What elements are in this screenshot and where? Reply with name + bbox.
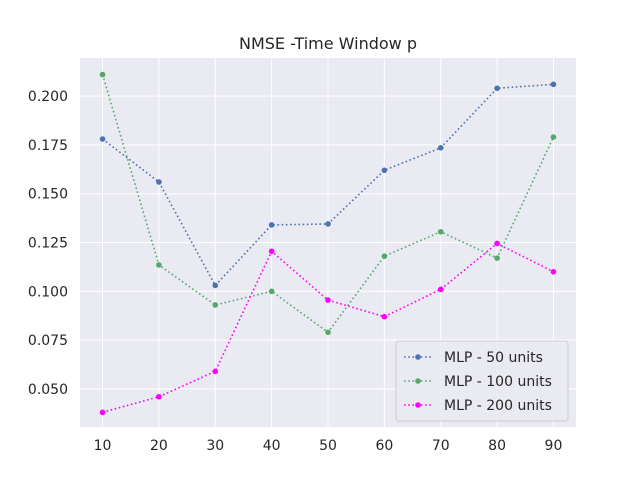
data-point: [156, 179, 162, 185]
legend-marker: [415, 402, 421, 408]
x-tick-label: 70: [432, 438, 450, 454]
y-tick-label: 0.100: [28, 284, 68, 300]
x-tick-label: 60: [375, 438, 393, 454]
x-tick-label: 40: [263, 438, 281, 454]
data-point: [99, 136, 106, 142]
data-point: [550, 268, 557, 275]
data-point: [381, 313, 388, 320]
data-point: [494, 255, 500, 261]
data-point: [99, 71, 106, 78]
y-tick-label: 0.050: [28, 382, 68, 398]
data-point: [156, 262, 162, 268]
data-point: [494, 240, 500, 247]
series-1: [99, 81, 557, 289]
series-2: [99, 71, 557, 336]
data-point: [550, 81, 557, 88]
data-point: [99, 409, 106, 416]
legend-box: [395, 340, 569, 422]
y-tick-label: 0.175: [28, 138, 68, 154]
series-3: [99, 240, 557, 416]
y-tick-label: 0.125: [28, 236, 68, 252]
series-group: [99, 71, 557, 416]
x-tick-label: 80: [488, 438, 506, 454]
plot-area: [80, 58, 576, 427]
data-point: [437, 228, 444, 235]
data-point: [212, 282, 219, 289]
data-point: [325, 329, 331, 336]
data-point: [212, 302, 219, 308]
legend-label: MLP - 200 units: [444, 398, 552, 414]
y-tick-label: 0.075: [28, 333, 68, 349]
x-tick-label: 10: [94, 438, 112, 454]
data-point: [381, 167, 388, 174]
data-point: [325, 297, 331, 303]
x-tick-label: 90: [545, 438, 563, 454]
legend-marker: [415, 378, 421, 384]
legend-label: MLP - 100 units: [444, 374, 552, 390]
data-point: [268, 288, 275, 295]
y-tick-label: 0.150: [28, 187, 68, 203]
legend-entry: MLP - 100 units: [404, 374, 552, 390]
legend-marker: [415, 354, 421, 360]
y-axis-ticks: 0.050 0.075 0.100 0.125 0.150 0.175 0.200: [28, 89, 68, 398]
x-axis-ticks: 10 20 30 40 50 60 70 80 90: [94, 438, 563, 454]
x-tick-label: 20: [150, 438, 168, 454]
legend-entry: MLP - 200 units: [404, 398, 552, 414]
data-point: [437, 145, 444, 151]
data-point: [381, 253, 388, 259]
data-point: [325, 221, 331, 227]
data-point: [437, 286, 444, 293]
legend-entry: MLP - 50 units: [404, 350, 543, 366]
data-point: [494, 85, 500, 92]
chart-title: NMSE -Time Window p: [239, 34, 417, 53]
y-tick-label: 0.200: [28, 89, 68, 105]
data-point: [550, 134, 557, 140]
legend: MLP - 50 units MLP - 100 units MLP - 200 u…: [395, 340, 569, 422]
data-point: [268, 248, 275, 255]
data-point: [156, 393, 162, 400]
x-tick-label: 50: [319, 438, 337, 454]
legend-label: MLP - 50 units: [444, 350, 543, 366]
x-tick-label: 30: [206, 438, 224, 454]
data-point: [268, 222, 275, 228]
data-point: [212, 368, 219, 375]
